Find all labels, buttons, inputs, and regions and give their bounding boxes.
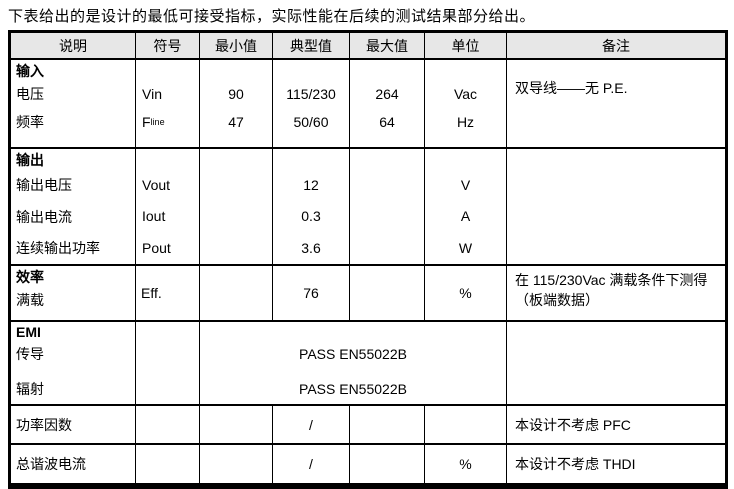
emi-desc-cell: EMI 传导 辐射: [11, 322, 136, 404]
output-voltage-label: 输出电压: [16, 176, 72, 193]
header-max: 最大值: [350, 33, 425, 58]
power-factor-unit-cell: [425, 406, 507, 443]
output-power-typ: 3.6: [301, 240, 321, 257]
efficiency-desc-cell: 效率 满载: [11, 266, 136, 320]
input-frequency-max: 64: [379, 114, 395, 130]
thdi-max-cell: [350, 445, 425, 483]
power-factor-row: 功率因数 / 本设计不考虑 PFC: [11, 404, 725, 443]
output-power-unit: W: [458, 240, 473, 257]
output-max-cell: [350, 149, 425, 264]
input-voltage-label: 电压: [16, 86, 44, 102]
output-min-cell: [200, 149, 273, 264]
emi-radiated-result: PASS EN55022B: [299, 380, 407, 397]
table-header-row: 说明 符号 最小值 典型值 最大值 单位 备注: [11, 33, 725, 58]
input-voltage-unit: Vac: [453, 86, 478, 102]
emi-remark-cell: [507, 322, 725, 404]
power-factor-typ: /: [273, 406, 350, 443]
input-voltage-min: 90: [228, 86, 244, 102]
input-voltage-symbol: Vin: [142, 86, 162, 102]
efficiency-symbol: Eff.: [141, 285, 162, 301]
thdi-min-cell: [200, 445, 273, 483]
output-unit-cell: V A W: [425, 149, 507, 264]
header-min: 最小值: [200, 33, 273, 58]
header-desc: 说明: [11, 33, 136, 58]
efficiency-remark: 在 115/230Vac 满载条件下测得 （板端数据）: [507, 266, 725, 320]
power-factor-remark: 本设计不考虑 PFC: [515, 416, 631, 433]
input-frequency-typ: 50/60: [293, 114, 329, 130]
output-desc-cell: 输出 输出电压 输出电流 连续输出功率: [11, 149, 136, 264]
efficiency-section-title: 效率: [16, 269, 44, 285]
power-factor-max-cell: [350, 406, 425, 443]
output-current-label: 输出电流: [16, 208, 72, 225]
thdi-symbol-cell: [136, 445, 200, 483]
power-factor-symbol-cell: [136, 406, 200, 443]
output-current-unit: A: [460, 208, 471, 225]
input-voltage-typ: 115/230: [286, 86, 336, 102]
input-typ-cell: 115/230 50/60: [273, 60, 350, 147]
efficiency-symbol-cell: Eff.: [136, 266, 200, 320]
emi-result-cell: PASS EN55022B PASS EN55022B: [200, 322, 507, 404]
efficiency-section-row: 效率 满载 Eff. 76 % 在 115/230Vac 满载条件下测得 （板端…: [11, 264, 725, 320]
header-symbol: 符号: [136, 33, 200, 58]
input-frequency-unit: Hz: [456, 114, 475, 130]
input-unit-cell: Vac Hz: [425, 60, 507, 147]
output-voltage-symbol: Vout: [142, 176, 171, 193]
output-power-symbol: Pout: [142, 240, 171, 257]
output-current-typ: 0.3: [301, 208, 321, 225]
input-voltage-max: 264: [375, 86, 399, 102]
efficiency-min-cell: [200, 266, 273, 320]
input-min-cell: 90 47: [200, 60, 273, 147]
output-power-label: 连续输出功率: [16, 240, 100, 257]
thdi-row: 总谐波电流 / % 本设计不考虑 THDI: [11, 443, 725, 483]
emi-symbol-cell: [136, 322, 200, 404]
emi-conducted-result: PASS EN55022B: [299, 345, 407, 362]
thdi-label: 总谐波电流: [11, 445, 136, 483]
efficiency-remark-line1: 在 115/230Vac 满载条件下测得: [515, 272, 708, 288]
frequency-symbol-base: F: [142, 114, 151, 130]
output-remark-cell: [507, 149, 725, 264]
output-voltage-unit: V: [460, 176, 471, 193]
output-section-title: 输出: [16, 152, 44, 168]
output-typ-cell: 12 0.3 3.6: [273, 149, 350, 264]
output-section-row: 输出 输出电压 输出电流 连续输出功率 Vout Iout Pout 12 0.…: [11, 147, 725, 264]
thdi-unit: %: [425, 445, 507, 483]
input-section-title: 输入: [16, 63, 44, 79]
efficiency-max-cell: [350, 266, 425, 320]
intro-text: 下表给出的是设计的最低可接受指标，实际性能在后续的测试结果部分给出。: [8, 9, 536, 25]
input-desc-cell: 输入 电压 频率: [11, 60, 136, 147]
power-factor-label: 功率因数: [11, 406, 136, 443]
efficiency-typ: 76: [303, 285, 319, 301]
thdi-remark: 本设计不考虑 THDI: [515, 456, 636, 472]
efficiency-unit: %: [459, 285, 472, 301]
input-frequency-label: 频率: [16, 114, 44, 130]
output-current-symbol: Iout: [142, 208, 166, 225]
emi-radiated-label: 辐射: [16, 380, 44, 397]
emi-section-title: EMI: [16, 324, 41, 340]
emi-conducted-label: 传导: [16, 345, 44, 362]
header-unit: 单位: [425, 33, 507, 58]
output-voltage-typ: 12: [303, 176, 319, 193]
input-remark: 双导线——无 P.E.: [515, 80, 628, 96]
frequency-symbol-subscript: line: [150, 117, 165, 127]
header-typ: 典型值: [273, 33, 350, 58]
efficiency-label: 满载: [16, 292, 44, 308]
power-factor-min-cell: [200, 406, 273, 443]
input-max-cell: 264 64: [350, 60, 425, 147]
input-frequency-min: 47: [228, 114, 244, 130]
header-remark: 备注: [602, 37, 630, 54]
emi-section-row: EMI 传导 辐射 PASS EN55022B PASS EN55022B: [11, 320, 725, 404]
thdi-typ: /: [273, 445, 350, 483]
efficiency-remark-line2: （板端数据）: [515, 292, 599, 308]
efficiency-unit-cell: %: [425, 266, 507, 320]
output-symbol-cell: Vout Iout Pout: [136, 149, 200, 264]
efficiency-typ-cell: 76: [273, 266, 350, 320]
